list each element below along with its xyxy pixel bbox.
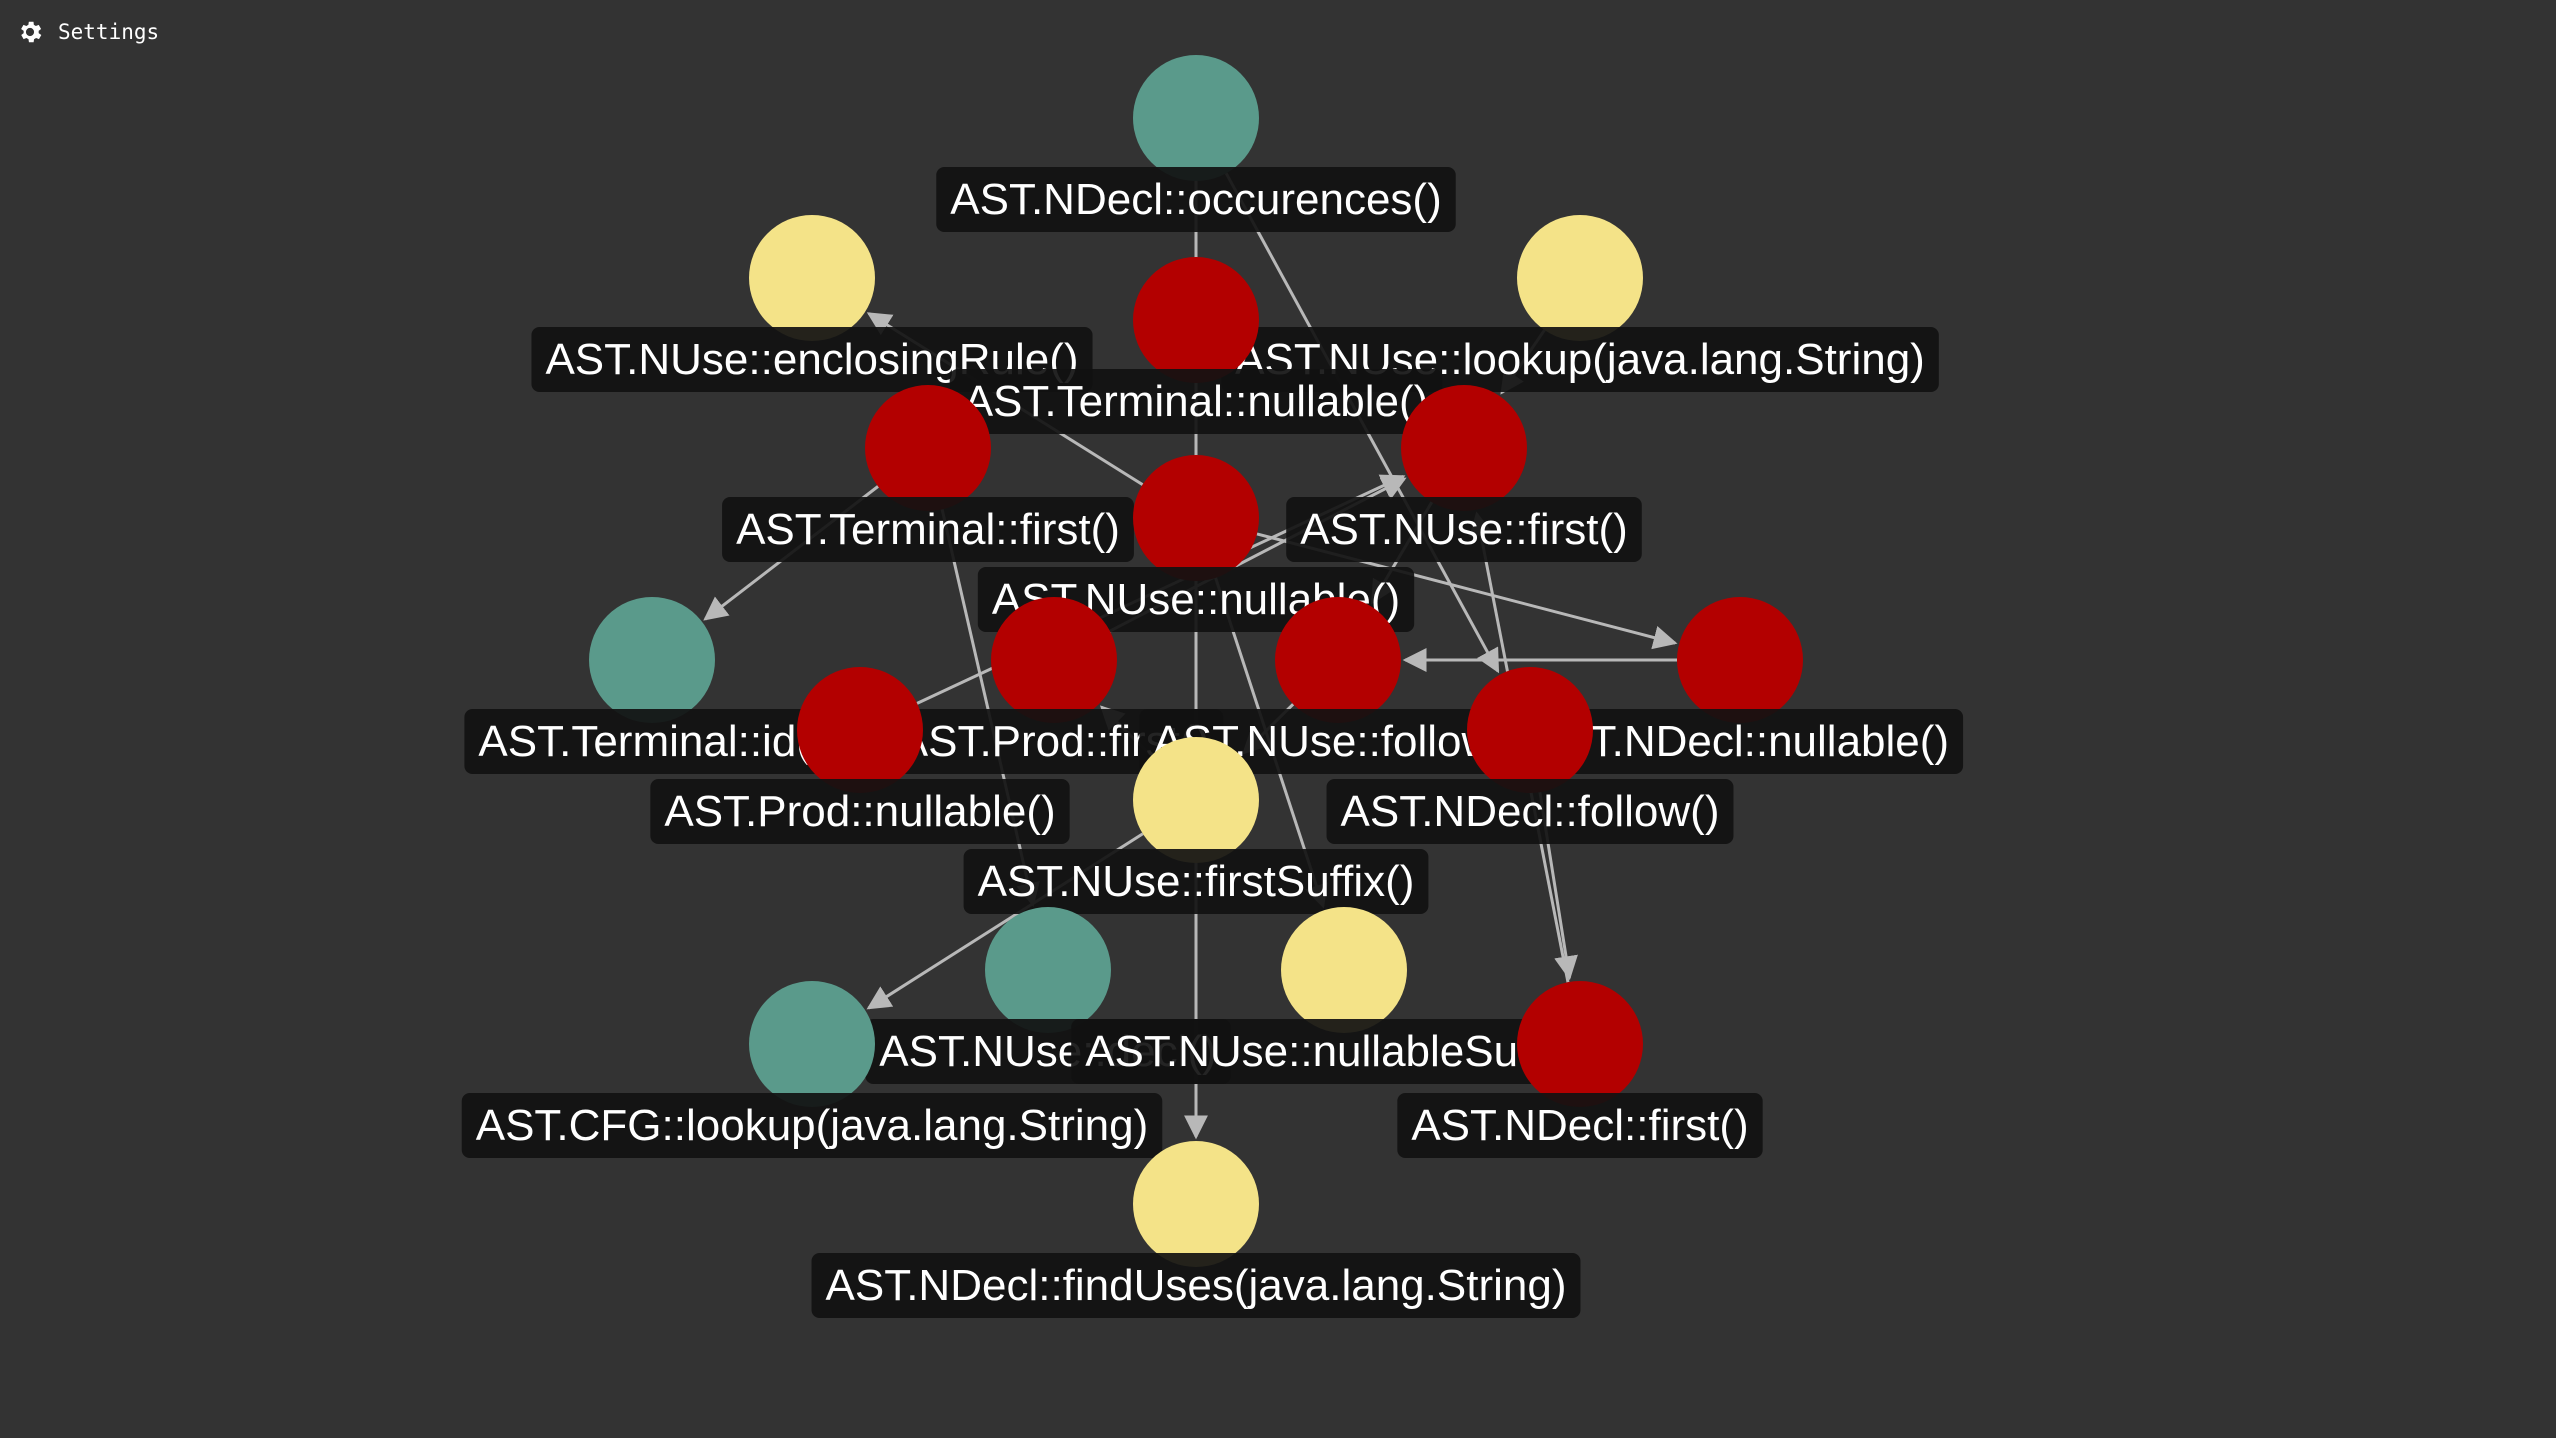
graph-node-occ[interactable]: AST.NDecl::occurences() [936,55,1456,232]
node-circle-ndeclFirst[interactable] [1517,981,1643,1107]
node-circle-termId[interactable] [589,597,715,723]
node-label-bg [1071,1019,1617,1084]
node-label-bg [650,779,1070,844]
graph-node-ndeclFollow[interactable]: AST.NDecl::follow() [1326,667,1734,844]
node-label-nuseFirst: AST.NUse::first() [1300,505,1628,554]
node-layer: AST.NDecl::occurences()AST.NUse::enclosi… [461,55,1964,1318]
graph-node-lookupUse[interactable]: AST.NUse::lookup(java.lang.String) [1221,215,1939,392]
node-circle-nuseDecl[interactable] [985,907,1111,1033]
node-circle-prodNullable[interactable] [797,667,923,793]
node-circle-occ[interactable] [1133,55,1259,181]
node-circle-cfgLookup[interactable] [749,981,875,1107]
node-label-bg [464,709,840,774]
node-label-findUses: AST.NDecl::findUses(java.lang.String) [826,1261,1567,1310]
graph-node-prodNullable[interactable]: AST.Prod::nullable() [650,667,1070,844]
node-label-bg [1516,709,1964,774]
node-label-bg [461,1093,1163,1158]
node-label-nullableSuffix: AST.NUse::nullableSuffix() [1085,1027,1603,1076]
node-circle-nuseNullable[interactable] [1133,455,1259,581]
node-label-ndeclNullable: AST.NDecl::nullable() [1531,717,1949,766]
gear-icon [21,21,42,43]
node-label-bg [884,709,1224,774]
settings-button[interactable]: Settings [16,18,159,46]
graph-node-termFirst[interactable]: AST.Terminal::first() [722,385,1134,562]
graph-node-ndeclNullable[interactable]: AST.NDecl::nullable() [1516,597,1964,774]
node-label-occ: AST.NDecl::occurences() [950,175,1441,224]
graph-node-cfgLookup[interactable]: AST.CFG::lookup(java.lang.String) [461,981,1163,1158]
node-label-bg [811,1253,1581,1318]
node-circle-nullableSuffix[interactable] [1281,907,1407,1033]
node-label-bg [1286,497,1642,562]
graph-node-termId[interactable]: AST.Terminal::id() [464,597,840,774]
node-label-termId: AST.Terminal::id() [478,717,825,766]
graph-node-firstSuffix[interactable]: AST.NUse::firstSuffix() [963,737,1429,914]
node-circle-ndeclFollow[interactable] [1467,667,1593,793]
node-label-termNullable: AST.Terminal::nullable() [964,377,1429,426]
graph-node-findUses[interactable]: AST.NDecl::findUses(java.lang.String) [811,1141,1581,1318]
node-label-bg [1326,779,1734,844]
settings-label: Settings [58,20,160,44]
node-label-cfgLookup: AST.CFG::lookup(java.lang.String) [476,1101,1149,1150]
node-circle-lookupUse[interactable] [1517,215,1643,341]
node-circle-ndeclNullable[interactable] [1677,597,1803,723]
node-circle-nuseFollow[interactable] [1275,597,1401,723]
node-label-ndeclFirst: AST.NDecl::first() [1411,1101,1748,1150]
node-label-bg [963,849,1429,914]
node-label-bg [949,369,1443,434]
node-circle-encl[interactable] [749,215,875,341]
node-label-ndeclFollow: AST.NDecl::follow() [1341,787,1720,836]
graph-node-ndeclFirst[interactable]: AST.NDecl::first() [1397,981,1763,1158]
node-circle-termFirst[interactable] [865,385,991,511]
graph-node-termNullable[interactable]: AST.Terminal::nullable() [949,257,1443,434]
graph-node-encl[interactable]: AST.NUse::enclosingRule() [531,215,1093,392]
node-label-prodNullable: AST.Prod::nullable() [664,787,1055,836]
node-circle-findUses[interactable] [1133,1141,1259,1267]
graph-node-nuseFirst[interactable]: AST.NUse::first() [1286,385,1642,562]
node-label-bg [1397,1093,1763,1158]
node-circle-prodFirst[interactable] [991,597,1117,723]
node-label-bg [936,167,1456,232]
node-label-termFirst: AST.Terminal::first() [736,505,1120,554]
node-circle-firstSuffix[interactable] [1133,737,1259,863]
node-circle-termNullable[interactable] [1133,257,1259,383]
node-label-firstSuffix: AST.NUse::firstSuffix() [978,857,1415,906]
graph-node-nullableSuffix[interactable]: AST.NUse::nullableSuffix() [1071,907,1617,1084]
node-circle-nuseFirst[interactable] [1401,385,1527,511]
node-label-bg [722,497,1134,562]
